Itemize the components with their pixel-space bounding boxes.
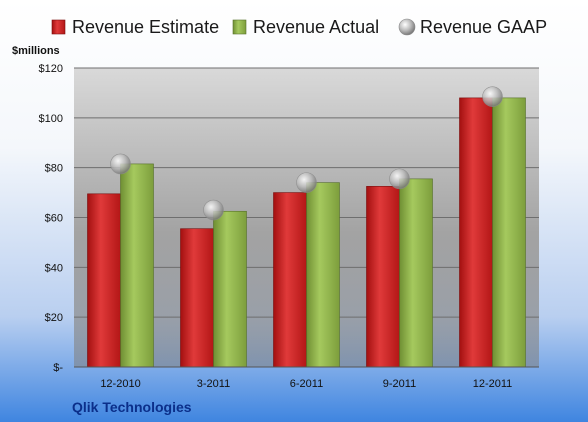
x-tick-label: 9-2011 — [383, 378, 416, 390]
legend-label: Revenue Actual — [253, 17, 379, 37]
gaap-marker — [110, 153, 131, 175]
y-unit-label: $millions — [12, 45, 60, 57]
legend: Revenue Estimate Revenue Actual Revenue GA… — [51, 17, 547, 37]
bar-actual — [492, 97, 526, 368]
bar-estimate — [273, 192, 307, 368]
x-tick-label: 12-2010 — [100, 378, 140, 390]
x-tick-label: 3-2011 — [197, 378, 230, 390]
bar-estimate — [180, 228, 214, 368]
gaap-marker — [389, 168, 410, 190]
legend-label: Revenue Estimate — [72, 17, 219, 37]
y-axis-ticks: $- $20 $40 $60 $80 $100 $120 — [39, 63, 64, 374]
legend-swatch — [232, 19, 247, 35]
bar-estimate — [459, 97, 493, 368]
bar-actual — [120, 163, 154, 368]
y-tick-label: $120 — [39, 63, 63, 75]
legend-label: Revenue GAAP — [420, 17, 547, 37]
gaap-marker — [482, 86, 503, 107]
x-tick-label: 12-2011 — [473, 378, 513, 390]
bar-estimate — [87, 193, 121, 368]
bar-actual — [399, 178, 433, 368]
bar-actual — [306, 182, 340, 368]
x-tick-label: 6-2011 — [290, 378, 323, 390]
y-tick-label: $20 — [45, 312, 63, 324]
y-tick-label: $100 — [39, 113, 63, 125]
legend-swatch — [51, 19, 66, 35]
y-tick-label: $80 — [45, 163, 63, 175]
legend-swatch — [398, 18, 416, 36]
x-axis-ticks: 12-2010 3-2011 6-2011 9-2011 12-2011 — [100, 378, 512, 390]
y-tick-label: $40 — [45, 262, 63, 274]
gaap-marker — [296, 172, 317, 193]
gaap-marker — [203, 199, 224, 221]
y-tick-label: $- — [53, 362, 63, 374]
bars — [87, 97, 526, 368]
y-tick-label: $60 — [45, 213, 63, 225]
gaap-markers — [110, 86, 503, 221]
bar-actual — [213, 210, 247, 368]
company-name: Qlik Technologies — [72, 399, 192, 415]
bar-estimate — [366, 186, 400, 368]
